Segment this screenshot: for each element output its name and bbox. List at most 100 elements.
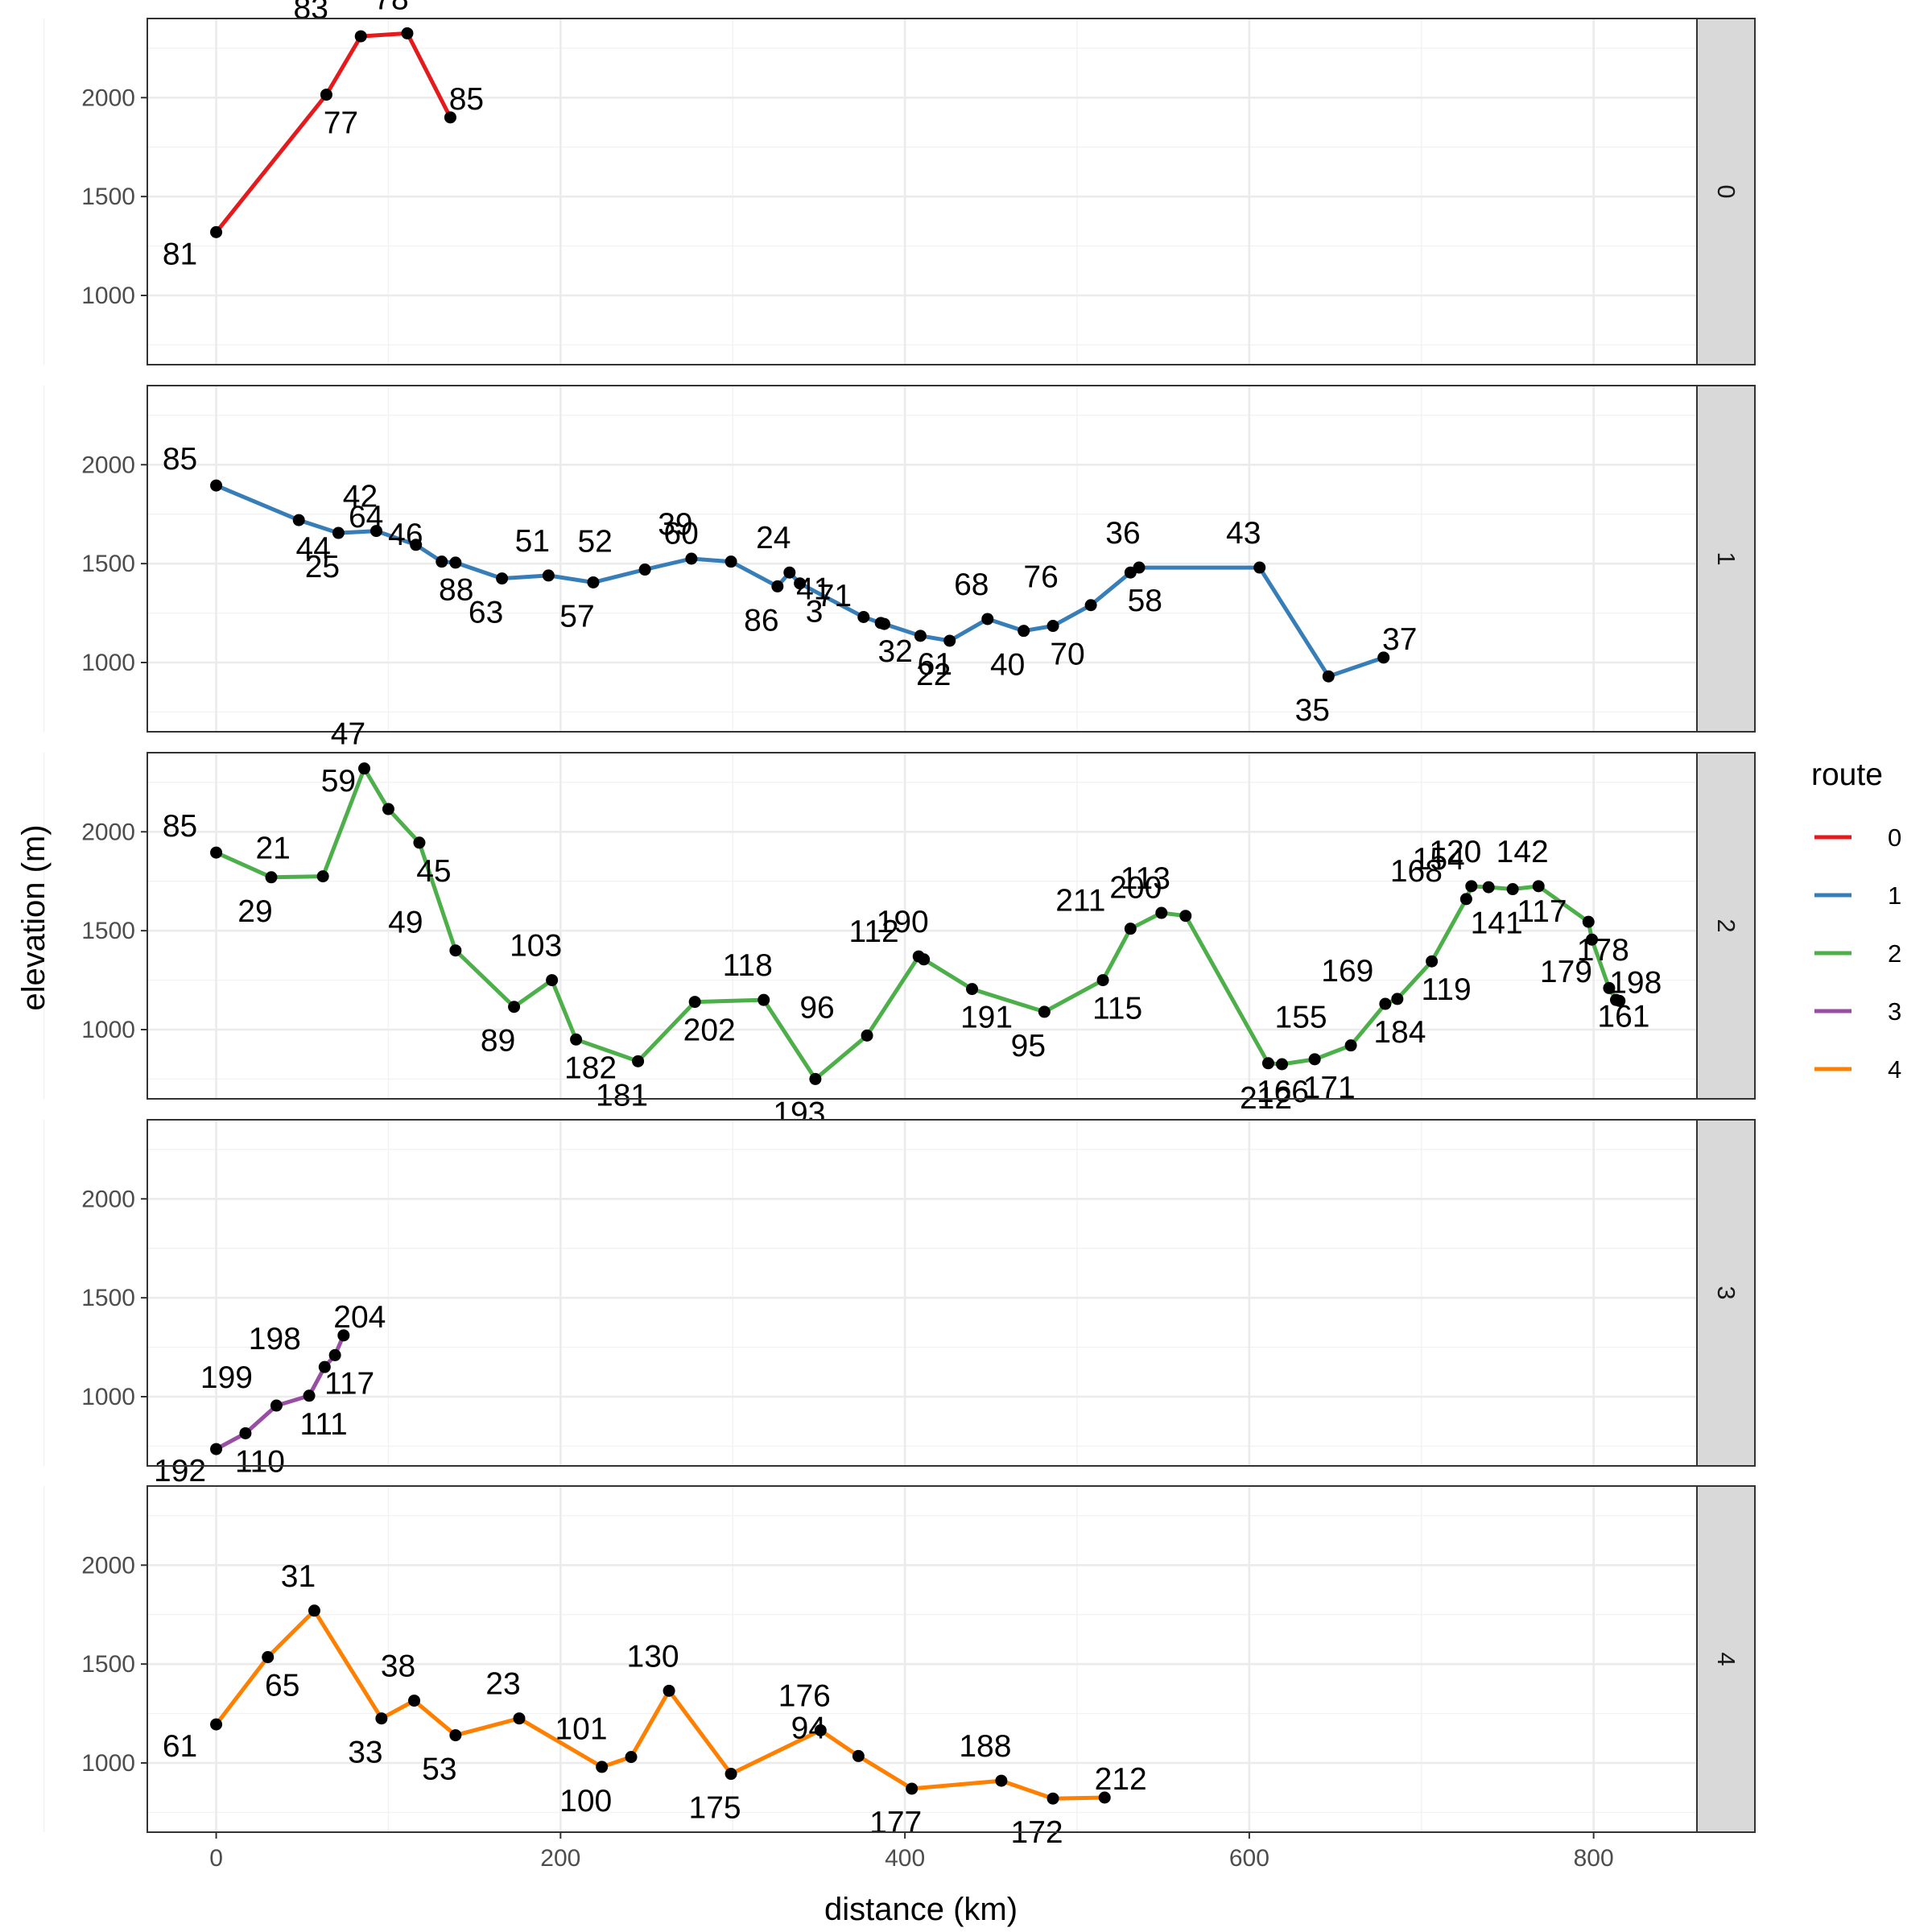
y-tick-label: 1000 [81,283,135,309]
data-point [1046,1792,1059,1805]
point-label: 202 [683,1013,736,1048]
point-label: 192 [154,1454,206,1488]
point-label: 182 [564,1051,617,1085]
data-point [995,1774,1008,1787]
data-point [688,996,701,1009]
data-point [1261,1057,1274,1070]
y-tick-label: 1000 [81,1384,135,1410]
point-label: 61 [163,1729,197,1764]
data-point [981,613,994,625]
x-tick-label: 0 [209,1845,223,1872]
x-tick-label: 800 [1574,1845,1614,1872]
point-label: 88 [439,573,473,608]
point-label: 22 [916,658,951,692]
point-label: 141 [1471,906,1523,941]
data-point [906,1782,919,1795]
data-point [449,1729,462,1742]
data-point [1482,881,1495,894]
data-point [1322,670,1335,683]
data-point [1084,599,1097,612]
y-tick-label: 2000 [81,1552,135,1579]
data-point [382,803,394,815]
data-point [1133,561,1146,574]
facet-panel-4: 1000 1500 2000 61 65 31 33 38 53 23 100 101 130 175 17… [43,1485,1756,1850]
facet-strip-label: 2 [1712,919,1740,932]
y-tick-label: 1500 [81,1651,135,1678]
data-point [1532,880,1545,893]
point-label: 169 [1321,954,1373,989]
data-point [814,1724,827,1736]
data-point [292,514,305,526]
x-tick-label: 600 [1229,1845,1269,1872]
data-point [1465,880,1478,893]
data-point [496,572,509,585]
facet-strip-label: 3 [1712,1286,1740,1299]
data-point [513,1712,526,1725]
data-point [436,555,448,568]
point-label: 52 [577,525,612,559]
y-tick-label: 2000 [81,452,135,478]
point-label: 85 [163,442,197,477]
data-point [1613,994,1626,1007]
data-point [724,1768,737,1781]
point-label: 111 [299,1407,347,1442]
facet-strip [1696,385,1756,733]
data-point [809,1072,822,1085]
point-label: 94 [791,1711,826,1745]
data-point [375,1712,388,1725]
x-tick-label: 400 [885,1845,925,1872]
data-point [270,1399,283,1412]
point-label: 118 [723,948,773,983]
data-point [914,630,927,642]
point-label: 200 [1109,871,1162,906]
data-point [262,1651,275,1664]
x-tick-label: 200 [540,1845,580,1872]
point-label: 40 [990,648,1025,683]
facet-strip [1696,18,1756,365]
point-label: 45 [416,854,451,889]
facet-strip [1696,1119,1756,1467]
panel-background [147,19,1697,365]
point-label: 51 [515,524,550,559]
data-point [857,610,870,623]
y-tick-label: 1000 [81,1017,135,1043]
point-label: 100 [559,1784,612,1818]
data-point [1276,1058,1289,1071]
data-point [758,993,770,1006]
data-point [625,1751,638,1764]
data-point [1459,893,1472,906]
point-label: 89 [481,1024,515,1059]
data-point [1096,974,1109,987]
data-point [685,552,698,565]
point-label: 59 [321,764,356,799]
data-point [1379,997,1392,1010]
point-label: 39 [658,507,692,542]
data-point [877,617,890,630]
point-label: 61 [918,647,952,682]
point-label: 29 [237,894,272,929]
y-tick-label: 1000 [81,650,135,676]
point-label: 71 [817,579,852,613]
legend-label-route-1: 1 [1888,881,1901,910]
data-point [369,525,382,538]
facet-strip-label: 0 [1712,184,1740,198]
data-point [1038,1005,1051,1018]
data-point [1391,993,1404,1005]
facet-strip-label: 1 [1712,551,1740,565]
point-label: 117 [324,1366,374,1401]
legend-label-route-4: 4 [1888,1055,1901,1084]
point-label: 44 [296,531,331,566]
data-point [570,1033,583,1046]
data-point [308,1604,320,1617]
point-label: 103 [510,929,562,964]
data-point [239,1426,252,1439]
data-point [210,1718,223,1731]
data-point [1506,883,1519,896]
point-label: 86 [744,603,778,638]
legend-label-route-3: 3 [1888,997,1901,1026]
data-point [449,944,462,957]
x-axis: 0 200 400 600 800 [209,1832,1614,1872]
point-label: 184 [1373,1015,1426,1050]
data-point [771,580,784,592]
data-point [542,569,555,582]
